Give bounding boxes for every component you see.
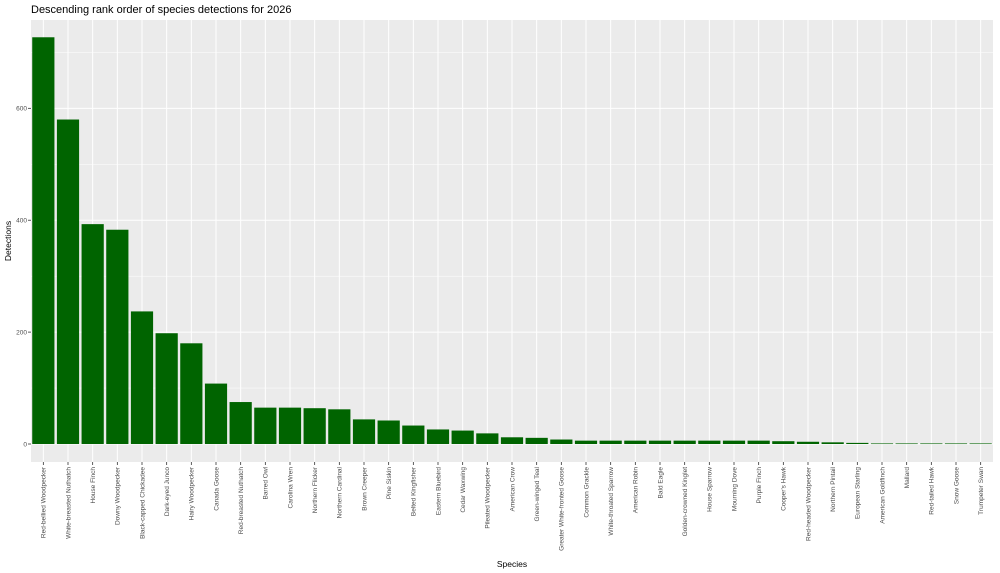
bar [155,333,178,444]
x-tick-label: Green-winged Teal [534,466,541,521]
bar [303,408,326,444]
bar [254,407,277,444]
x-tick-label: Golden-crowned Kinglet [682,467,689,537]
x-tick-label: Hairy Woodpecker [189,466,196,520]
bar [846,442,869,444]
x-tick-label: Purple Finch [756,467,763,504]
x-tick-label: American Robin [633,467,640,514]
x-tick-label: Northern Flicker [312,466,319,513]
bar [624,440,647,444]
bar [525,437,548,444]
x-tick-label: Red-breasted Nuthatch [238,467,245,535]
y-axis-ticks: 0 200 400 600 [16,106,31,448]
x-tick-label: Cooper's Hawk [781,466,788,511]
bar [821,442,844,444]
x-tick-label: Red-tailed Hawk [929,466,936,514]
bar [180,343,203,444]
bar [278,407,302,444]
y-tick-label: 600 [16,106,27,113]
x-tick-label: Pine Siskin [386,467,393,500]
x-tick-label: Black-capped Chickadee [139,467,146,539]
bars [32,37,992,445]
x-tick-label: White-throated Sparrow [608,467,615,536]
bar [969,443,992,445]
bar [895,443,918,445]
bar [772,441,795,444]
x-tick-label: Pileated Woodpecker [485,466,492,529]
bar [698,440,721,444]
x-tick-label: European Starling [855,467,862,519]
bar [599,440,622,444]
x-tick-label: Red-bellied Woodpecker [41,466,48,538]
bar [747,440,770,444]
x-tick-label: Mourning Dove [731,467,738,511]
bar [402,425,425,444]
bar [550,439,573,444]
x-tick-label: Brown Creeper [361,466,368,511]
x-tick-label: American Crow [509,467,516,512]
bar [377,420,400,444]
bar [870,443,894,445]
x-tick-label: Belted Kingfisher [411,466,418,516]
bar [500,437,524,444]
y-tick-label: 200 [16,329,27,336]
y-axis-title: Detections [3,221,13,261]
x-tick-label: Cedar Waxwing [460,467,467,513]
bar [574,440,598,444]
x-tick-label: Trumpeter Swan [978,467,985,515]
bar [673,440,696,444]
bar [722,440,746,444]
x-tick-label: Barred Owl [263,466,270,499]
x-tick-label: Carolina Wren [287,467,294,509]
bar [130,311,154,444]
bar [944,443,968,445]
x-tick-label: Mallard [904,467,911,489]
y-tick-label: 0 [23,441,27,448]
bar [796,441,820,444]
x-tick-label: Common Grackle [583,467,590,518]
bar [204,383,228,444]
bar [56,119,80,444]
bar [32,37,55,444]
bar [426,429,450,444]
x-tick-label: Northern Pintail [830,466,837,511]
x-tick-label: Downy Woodpecker [115,466,122,525]
x-tick-label: Bald Eagle [657,467,664,499]
x-axis-title: Species [497,559,527,569]
x-tick-label: Red-headed Woodpecker [805,466,812,541]
x-tick-label: House Finch [90,467,97,504]
x-tick-label: American Goldfinch [879,467,886,524]
bar [920,443,943,445]
y-tick-label: 400 [16,218,27,225]
bar [476,433,499,444]
bar [106,229,129,444]
x-tick-label: Northern Cardinal [337,466,344,518]
x-tick-label: Eastern Bluebird [435,467,442,515]
x-axis-ticks: Red-bellied Woodpecker White-breasted Nut… [41,462,985,551]
x-tick-label: Snow Goose [953,467,960,505]
bar [81,224,104,444]
x-tick-label: House Sparrow [707,467,714,512]
bar [451,430,474,444]
x-tick-label: Greater White-fronted Goose [559,467,566,551]
bar [229,402,252,444]
x-tick-label: Canada Goose [213,467,220,511]
bar [352,419,376,444]
x-tick-label: Dark-eyed Junco [164,467,171,517]
chart-title: Descending rank order of species detecti… [31,4,292,16]
bar [648,440,672,444]
x-tick-label: White-breasted Nuthatch [65,467,72,539]
bar [328,409,351,444]
